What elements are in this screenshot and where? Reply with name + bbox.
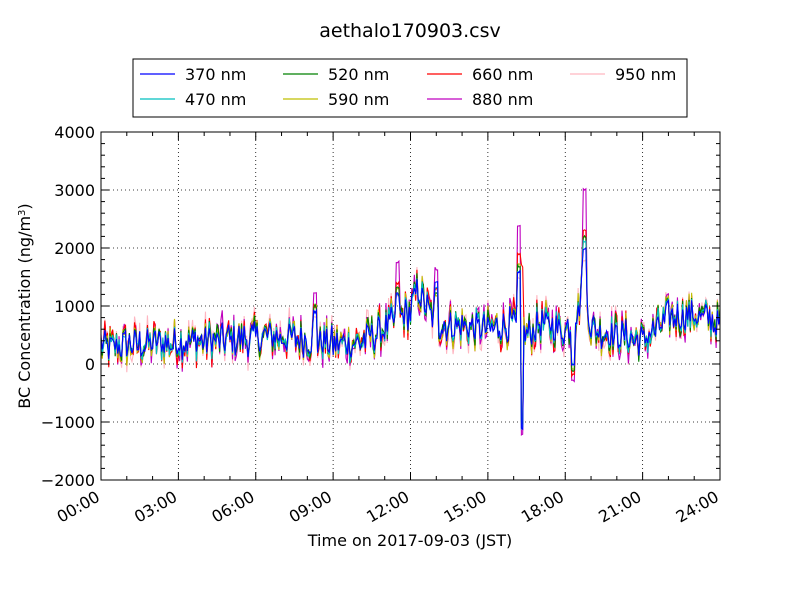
y-tick-label: −2000 (41, 471, 95, 490)
y-axis-label-end: ) (15, 203, 34, 209)
legend-label: 370 nm (185, 65, 246, 84)
y-axis-label-superscript: 3 (17, 210, 28, 216)
x-axis-tick-labels: 00:00 03:00 06:00 09:00 12:00 15:00 18:00 21:00… (54, 487, 722, 527)
series-line (100, 239, 721, 431)
y-tick-label: 2000 (54, 239, 95, 258)
x-tick-label: 12:00 (363, 487, 412, 527)
legend-label: 520 nm (328, 65, 389, 84)
x-tick-label: 03:00 (131, 487, 180, 527)
legend-label: 660 nm (472, 65, 533, 84)
y-tick-label: 1000 (54, 297, 95, 316)
legend-label: 590 nm (328, 90, 389, 109)
legend-label: 880 nm (472, 90, 533, 109)
x-tick-label: 00:00 (54, 487, 103, 527)
legend-box (132, 58, 688, 118)
x-tick-label: 18:00 (518, 487, 567, 527)
x-axis-label: Time on 2017-09-03 (JST) (307, 531, 512, 550)
y-tick-label: 0 (85, 355, 95, 374)
x-tick-label: 21:00 (595, 487, 644, 527)
y-tick-label: −1000 (41, 413, 95, 432)
x-tick-label: 24:00 (673, 487, 722, 527)
y-tick-label: 3000 (54, 181, 95, 200)
x-tick-label: 06:00 (208, 487, 257, 527)
y-tick-label: 4000 (54, 123, 95, 142)
y-axis-label-main: BC Concentration (ng/m (15, 216, 34, 409)
y-axis-label: BC Concentration (ng/m3) (15, 203, 34, 408)
x-tick-label: 15:00 (440, 487, 489, 527)
legend-label: 950 nm (615, 65, 676, 84)
chart-title: aethalo170903.csv (319, 20, 501, 42)
plot-area (100, 131, 721, 481)
series-line (100, 247, 721, 431)
axis-ticks (100, 131, 721, 481)
series-lines (100, 187, 721, 436)
y-axis-tick-labels: 4000 3000 2000 1000 0 −1000 −2000 (41, 123, 95, 490)
legend-label: 470 nm (185, 90, 246, 109)
x-tick-label: 09:00 (286, 487, 335, 527)
legend: 370 nm 470 nm 520 nm 590 nm 660 nm 880 nm 950 … (132, 58, 688, 118)
